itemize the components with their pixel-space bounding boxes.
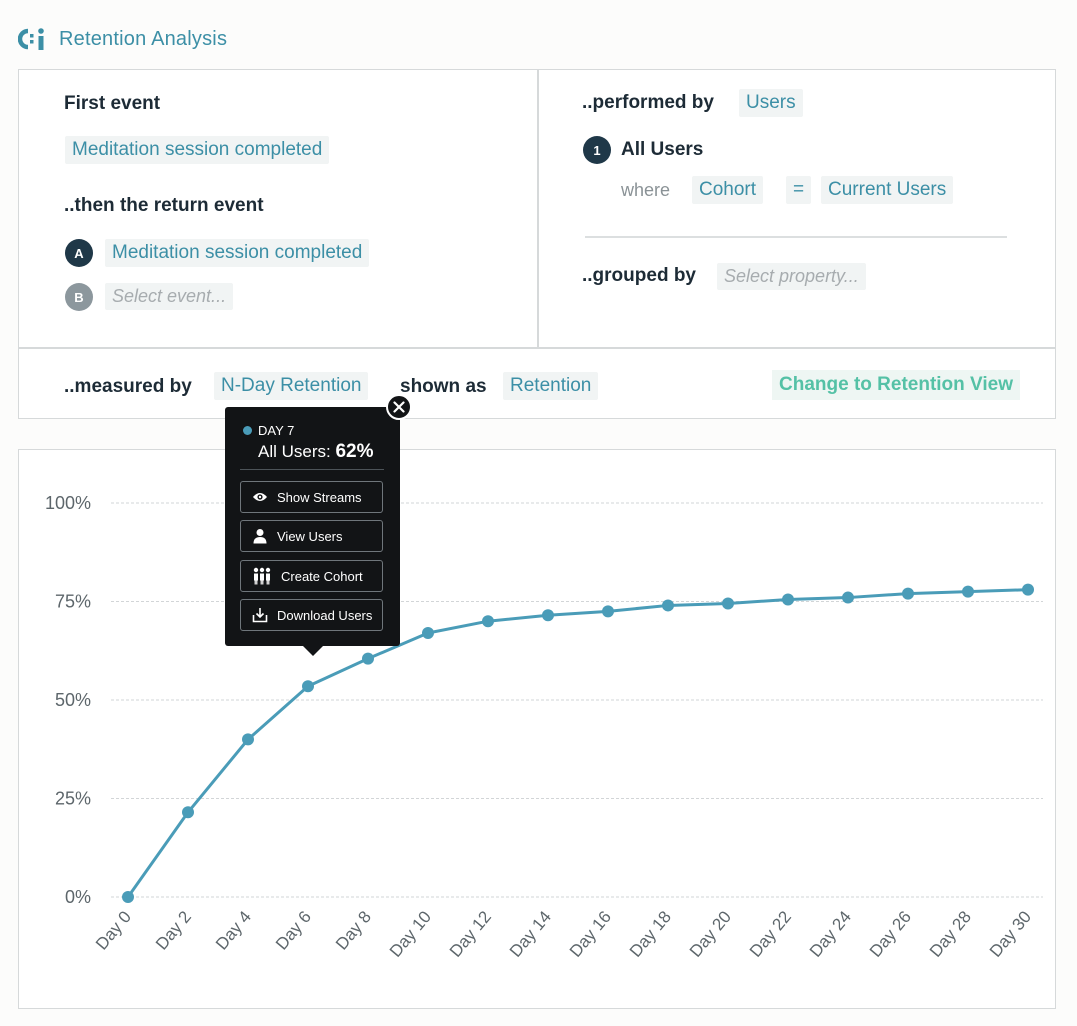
- performed-by-label: ..performed by: [582, 92, 714, 113]
- measured-by-label: ..measured by: [64, 376, 192, 397]
- x-tick-label: Day 28: [926, 907, 975, 960]
- change-view-button[interactable]: Change to Retention View: [772, 370, 1021, 400]
- filter-property-selector[interactable]: Cohort: [692, 176, 764, 204]
- return-event-selector-a[interactable]: Meditation session completed: [105, 239, 370, 267]
- x-tick-label: Day 30: [986, 907, 1035, 960]
- x-tick-label: Day 18: [626, 907, 675, 960]
- shown-as-label: shown as: [400, 376, 487, 397]
- y-tick-label: 25%: [55, 789, 91, 809]
- data-point[interactable]: [362, 652, 374, 665]
- grouped-by-label: ..grouped by: [582, 265, 696, 286]
- x-tick-label: Day 22: [746, 907, 795, 960]
- grouped-by-selector[interactable]: Select property...: [717, 263, 866, 290]
- first-event-label: First event: [64, 93, 161, 114]
- x-tick-label: Day 0: [92, 907, 135, 953]
- data-point[interactable]: [902, 587, 914, 600]
- close-icon: [393, 401, 405, 413]
- tooltip-value-number: 62%: [335, 441, 374, 462]
- eye-icon: [253, 493, 267, 501]
- tooltip-day: DAY 7: [243, 423, 294, 438]
- data-point-tooltip: DAY 7 All Users: 62% Show Streams View U…: [225, 407, 400, 646]
- y-tick-label: 100%: [45, 493, 91, 513]
- segment-name: All Users: [621, 139, 704, 160]
- close-tooltip-button[interactable]: [386, 394, 412, 420]
- data-point[interactable]: [962, 585, 974, 598]
- tooltip-series-label: All Users:: [258, 442, 331, 461]
- app-header: Retention Analysis: [18, 24, 227, 54]
- series-dot: [243, 426, 252, 435]
- return-event-label: ..then the return event: [64, 195, 264, 216]
- x-tick-label: Day 4: [212, 907, 255, 953]
- tooltip-day-label: DAY 7: [258, 423, 295, 438]
- tooltip-value: All Users: 62%: [258, 441, 374, 463]
- data-point[interactable]: [662, 599, 674, 612]
- data-point[interactable]: [722, 597, 734, 610]
- return-event-selector-b[interactable]: Select event...: [105, 283, 234, 310]
- x-tick-label: Day 20: [686, 907, 735, 960]
- data-point[interactable]: [482, 615, 494, 628]
- x-tick-label: Day 14: [506, 907, 555, 960]
- x-tick-label: Day 16: [566, 907, 615, 960]
- performed-by-selector[interactable]: Users: [739, 89, 803, 117]
- show-streams-button[interactable]: Show Streams: [240, 481, 383, 513]
- group-icon: [253, 567, 271, 585]
- x-tick-label: Day 26: [866, 907, 915, 960]
- view-users-label: View Users: [277, 528, 343, 544]
- return-event-badge-b: B: [65, 283, 93, 311]
- data-point[interactable]: [242, 733, 254, 746]
- segment-badge: 1: [583, 136, 611, 164]
- query-builder-panel: First event Meditation session completed…: [18, 69, 1056, 419]
- panel-divider: [19, 347, 1055, 349]
- x-tick-label: Day 24: [806, 907, 855, 960]
- filter-operator-selector[interactable]: =: [786, 176, 812, 204]
- x-tick-label: Day 8: [332, 907, 375, 953]
- create-cohort-label: Create Cohort: [281, 568, 363, 584]
- create-cohort-button[interactable]: Create Cohort: [240, 560, 383, 592]
- download-icon: [252, 608, 268, 623]
- view-users-button[interactable]: View Users: [240, 520, 383, 552]
- download-users-label: Download Users: [277, 607, 373, 623]
- tooltip-pointer: [302, 645, 324, 656]
- tooltip-divider: [240, 469, 384, 470]
- page-title: Retention Analysis: [59, 27, 228, 50]
- x-tick-label: Day 6: [272, 907, 315, 953]
- y-tick-label: 50%: [55, 690, 91, 710]
- x-tick-label: Day 10: [386, 907, 435, 960]
- shown-as-selector[interactable]: Retention: [503, 372, 599, 400]
- chart-panel: 0% 25% 50% 75% 100% Day 0 Day 2 Day 4 Day 6 Day …: [18, 449, 1056, 1009]
- y-tick-label: 0%: [65, 887, 91, 907]
- first-event-selector[interactable]: Meditation session completed: [65, 136, 330, 164]
- filter-value-selector[interactable]: Current Users: [821, 176, 954, 204]
- user-icon: [253, 529, 267, 544]
- y-tick-label: 75%: [55, 592, 91, 612]
- section-divider: [585, 236, 1007, 238]
- retention-chart: 0% 25% 50% 75% 100% Day 0 Day 2 Day 4 Day 6 Day …: [45, 493, 1043, 961]
- measured-by-selector[interactable]: N-Day Retention: [214, 372, 369, 400]
- data-point[interactable]: [782, 593, 794, 606]
- show-streams-label: Show Streams: [277, 489, 362, 505]
- where-label: where: [621, 180, 671, 200]
- analytics-logo-icon: [18, 28, 44, 50]
- x-tick-label: Day 12: [446, 907, 495, 960]
- data-point[interactable]: [842, 591, 854, 604]
- data-point[interactable]: [542, 609, 554, 622]
- return-event-badge-a: A: [65, 239, 93, 267]
- data-point[interactable]: [602, 605, 614, 618]
- panel-divider: [537, 70, 539, 349]
- data-point[interactable]: [422, 627, 434, 640]
- data-point[interactable]: [302, 680, 314, 693]
- x-tick-label: Day 2: [152, 907, 195, 953]
- data-point[interactable]: [182, 806, 194, 819]
- series-line-all-users: [126, 588, 1029, 898]
- data-point[interactable]: [1022, 583, 1034, 596]
- download-users-button[interactable]: Download Users: [240, 599, 383, 631]
- data-point[interactable]: [122, 891, 134, 903]
